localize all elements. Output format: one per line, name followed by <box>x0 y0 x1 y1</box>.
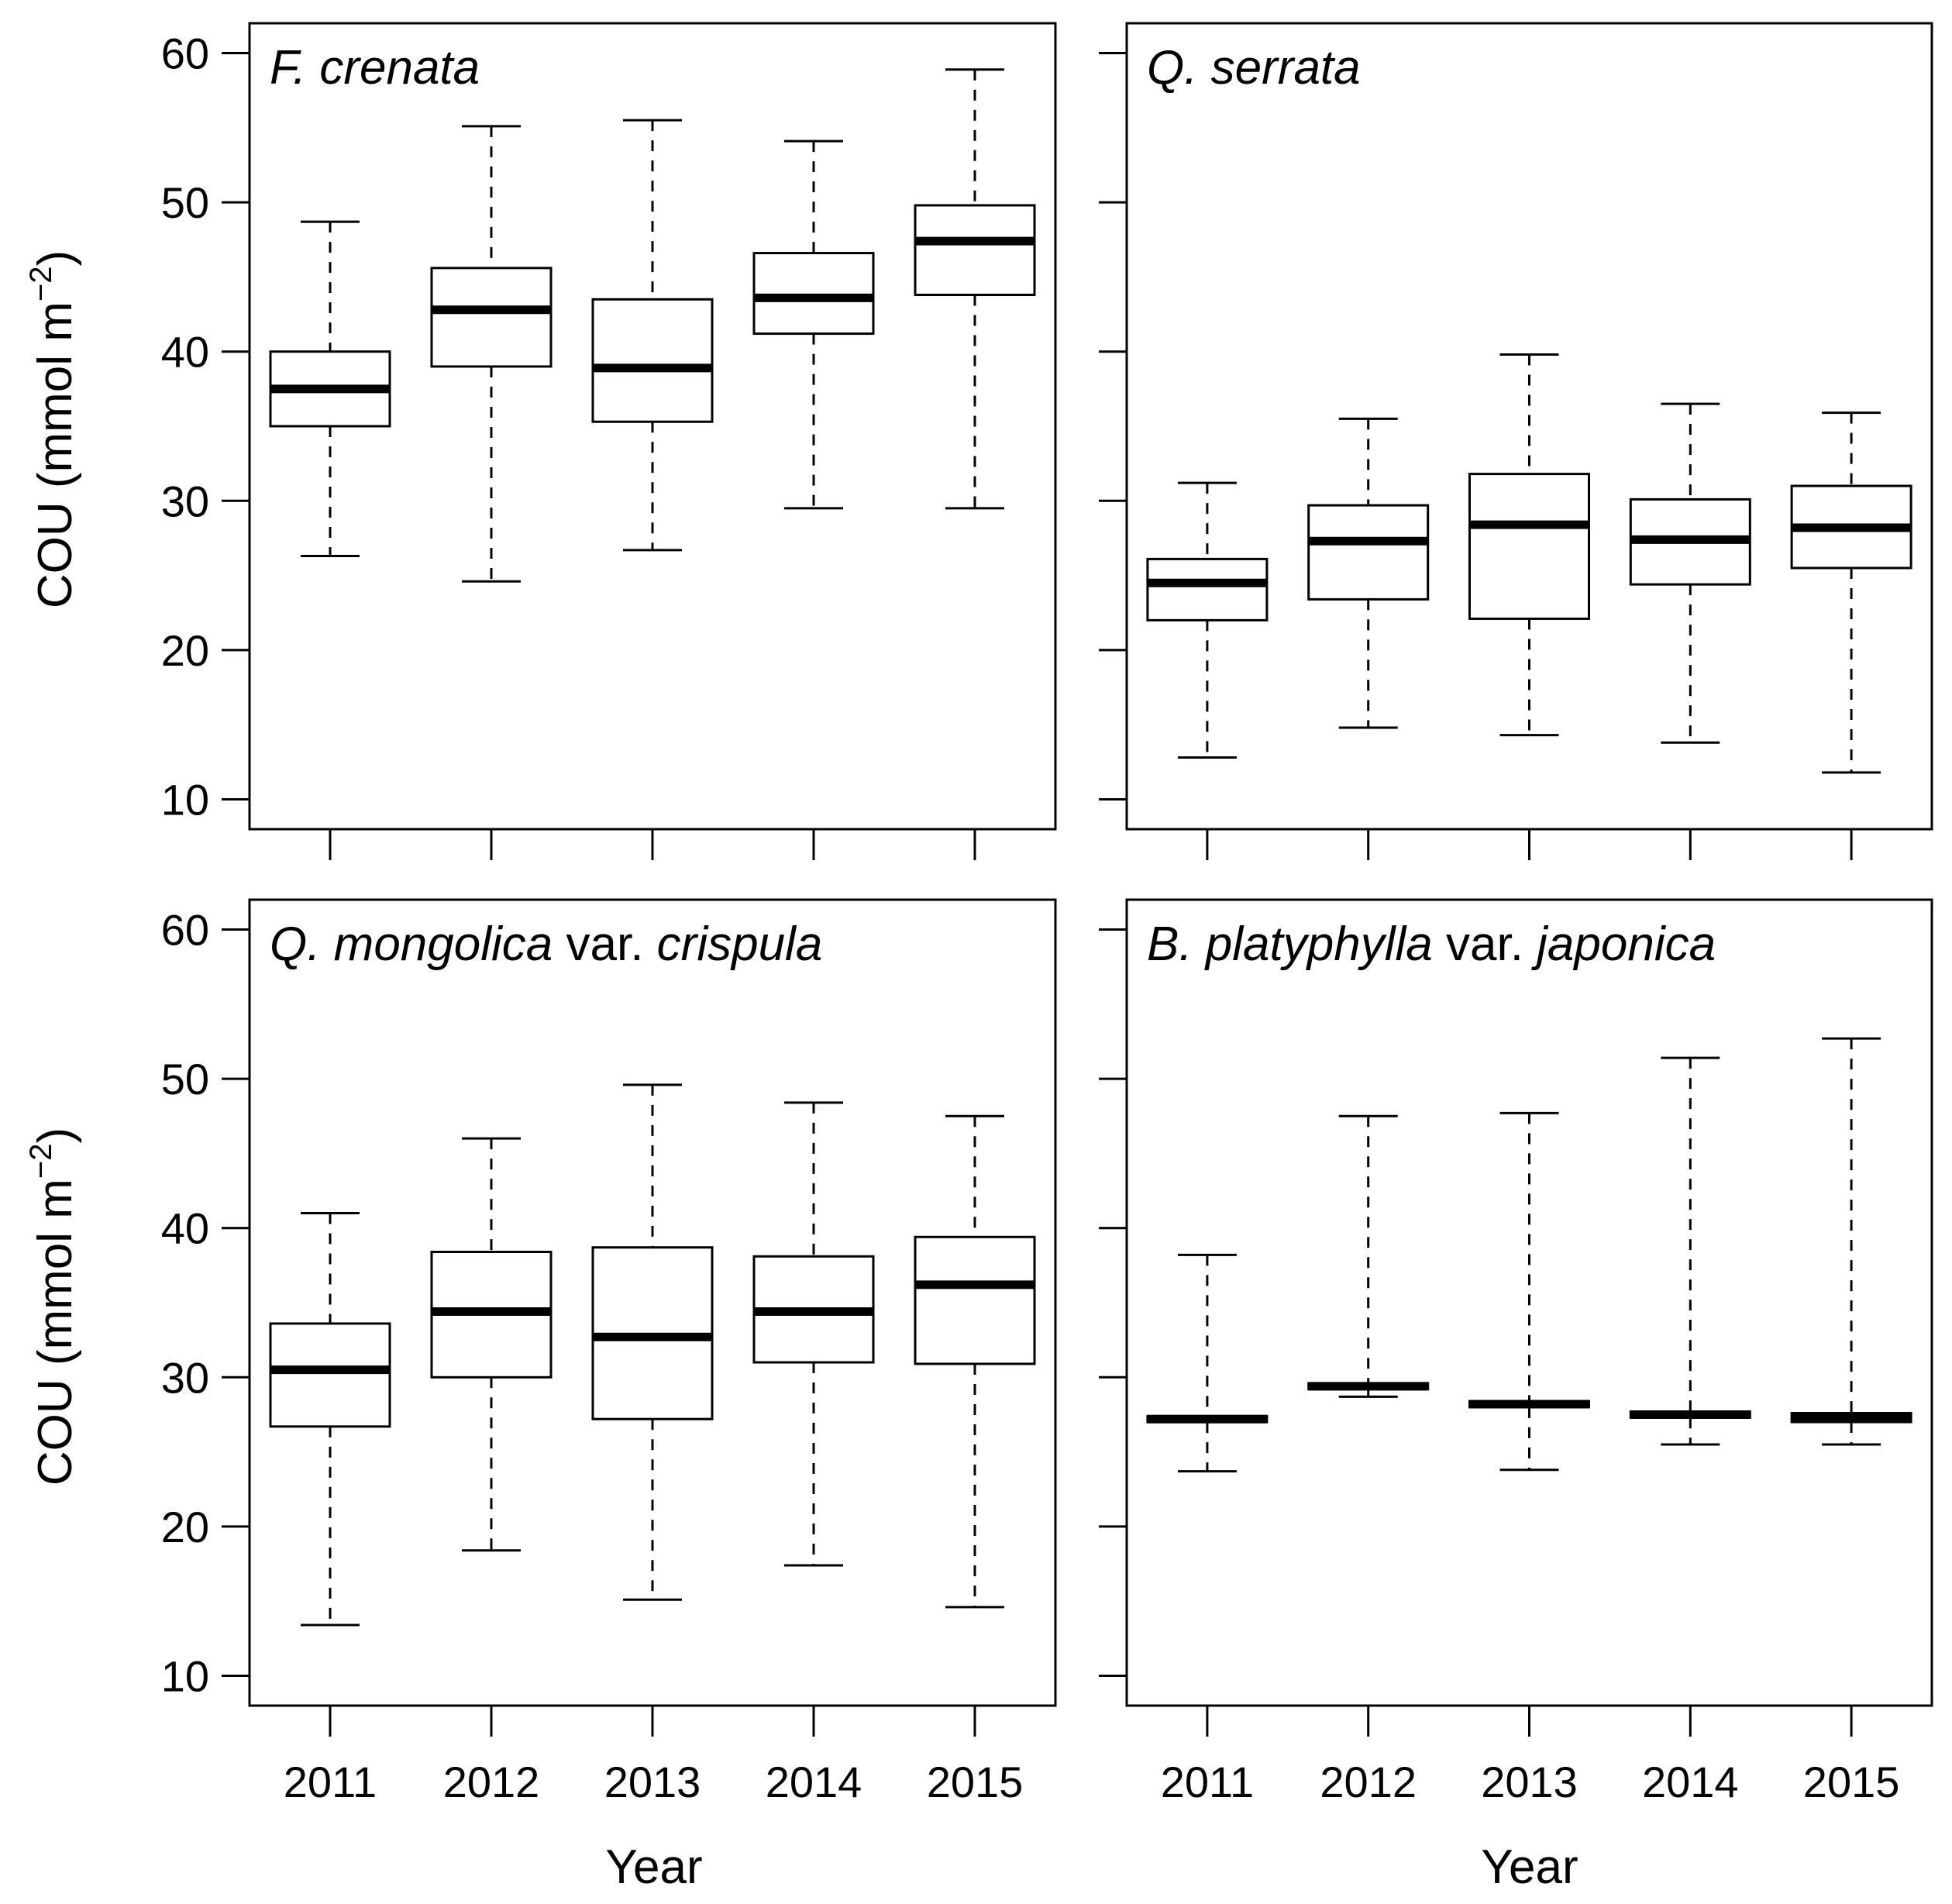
y-tick-label: 30 <box>161 1353 209 1402</box>
box-2015 <box>1790 411 1912 774</box>
x-tick-label: 2015 <box>927 1758 1024 1806</box>
box-2015 <box>1790 1037 1912 1446</box>
x-tick-label: 2015 <box>1803 1758 1900 1806</box>
iqr-box <box>914 204 1036 297</box>
box-2014 <box>1629 1056 1751 1446</box>
ylabel-top: COU (mmol m−2) <box>24 250 82 608</box>
panel-4: 2011 2012 2013 2014 2015 B. platyphylla var. … <box>1099 898 1933 1806</box>
box-2013 <box>1468 353 1590 737</box>
box-2015 <box>914 68 1036 510</box>
box-2011 <box>269 220 391 558</box>
box-2013 <box>591 119 714 552</box>
box-2014 <box>752 139 875 510</box>
y-tick-label: 60 <box>161 29 209 78</box>
xlabel-left: Year <box>605 1840 702 1894</box>
panel-title-part: F. crenata <box>270 41 480 95</box>
panel-2: Q. serrata <box>1099 22 1933 860</box>
y-tick-label: 60 <box>161 906 209 955</box>
y-tick-label: 20 <box>161 626 209 675</box>
box-2012 <box>1307 1114 1430 1398</box>
ylabel-superscript: −2 <box>24 1143 58 1179</box>
box-2014 <box>1629 402 1751 744</box>
box-2015 <box>914 1114 1036 1609</box>
panels: 10 20 30 40 50 60 F. crenata Q. serrata 10 20 30 40… <box>161 22 1933 1806</box>
y-tick-label: 10 <box>161 775 209 824</box>
box-2011 <box>269 1211 391 1627</box>
panel-title-part: var. <box>553 918 656 971</box>
iqr-box <box>1307 504 1430 601</box>
box-2014 <box>752 1101 875 1567</box>
x-tick-label: 2011 <box>284 1758 377 1806</box>
box-2012 <box>430 1137 553 1552</box>
iqr-box <box>914 1235 1036 1365</box>
y-tick-label: 10 <box>161 1651 209 1700</box>
x-tick-label: 2014 <box>1642 1758 1739 1806</box>
y-tick-label: 20 <box>161 1503 209 1551</box>
y-tick-label: 40 <box>161 328 209 377</box>
panel-1: 10 20 30 40 50 60 F. crenata <box>161 22 1057 860</box>
x-tick-label: 2013 <box>604 1758 701 1806</box>
box-2011 <box>1146 481 1269 759</box>
y-tick-label: 30 <box>161 477 209 525</box>
panel-title: Q. mongolica var. crispula <box>270 918 822 971</box>
panel-title-part: japonica <box>1531 918 1716 971</box>
ylabel-text: COU (mmol m <box>29 301 82 608</box>
y-tick-label: 40 <box>161 1204 209 1253</box>
box-2011 <box>1146 1253 1269 1473</box>
panel-title: F. crenata <box>270 41 480 95</box>
panel-title-part: B. platyphylla <box>1147 918 1433 971</box>
iqr-box <box>752 252 875 336</box>
ylabel-close: ) <box>29 1128 82 1144</box>
y-tick-label: 50 <box>161 178 209 227</box>
x-tick-label: 2011 <box>1161 1758 1254 1806</box>
panel-title-part: crispula <box>657 918 823 971</box>
box-2013 <box>1468 1111 1590 1472</box>
iqr-box <box>430 267 553 368</box>
box-2012 <box>430 125 553 583</box>
x-tick-label: 2014 <box>766 1758 862 1806</box>
x-tick-label: 2013 <box>1481 1758 1578 1806</box>
box-2012 <box>1307 417 1430 729</box>
panel-title-part: Q. serrata <box>1147 41 1361 95</box>
iqr-box <box>1146 557 1269 621</box>
xlabel-right: Year <box>1481 1840 1578 1894</box>
panel-title-part: var. <box>1433 918 1537 971</box>
iqr-box <box>591 298 714 423</box>
ylabel-bottom: COU (mmol m−2) <box>24 1128 82 1486</box>
iqr-box <box>1468 473 1590 620</box>
panel-title: Q. serrata <box>1147 41 1361 95</box>
iqr-box <box>269 1322 391 1428</box>
ylabel-superscript: −2 <box>24 266 58 301</box>
x-tick-label: 2012 <box>1320 1758 1417 1806</box>
ylabel-close: ) <box>29 250 82 267</box>
box-2013 <box>591 1083 714 1601</box>
panel-title: B. platyphylla var. japonica <box>1147 918 1716 971</box>
x-tick-label: 2012 <box>443 1758 540 1806</box>
ylabel-text: COU (mmol m <box>29 1179 82 1486</box>
y-tick-label: 50 <box>161 1055 209 1103</box>
panel-title-part: Q. mongolica <box>270 918 553 971</box>
panel-3: 10 20 30 40 50 60 2011 2012 2013 2014 2015 Q. mongo… <box>161 898 1057 1806</box>
